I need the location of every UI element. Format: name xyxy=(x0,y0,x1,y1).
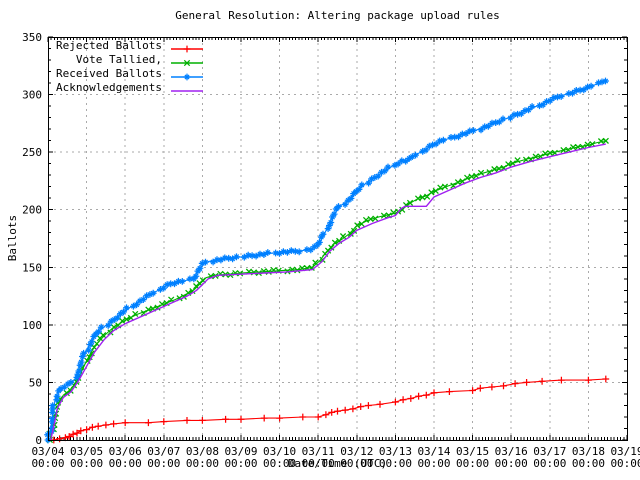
svg-text:03/05: 03/05 xyxy=(70,445,103,458)
legend: Rejected Ballots Vote Tallied, Received … xyxy=(50,39,204,95)
x-axis-label: Date/Time (UTC) xyxy=(287,457,388,470)
x-tick-labels: 03/0400:0003/0500:0003/0600:0003/0700:00… xyxy=(31,445,640,470)
svg-text:00:00: 00:00 xyxy=(417,457,450,470)
svg-text:03/15: 03/15 xyxy=(456,445,489,458)
series-line-rejected-ballots xyxy=(53,378,606,441)
series-line-acknowledgements xyxy=(50,143,606,441)
svg-text:250: 250 xyxy=(22,146,42,159)
svg-text:00:00: 00:00 xyxy=(340,457,373,470)
svg-text:00:00: 00:00 xyxy=(572,457,605,470)
svg-text:03/06: 03/06 xyxy=(109,445,142,458)
svg-text:00:00: 00:00 xyxy=(263,457,296,470)
svg-text:03/17: 03/17 xyxy=(533,445,566,458)
svg-text:200: 200 xyxy=(22,204,42,217)
legend-sample-line xyxy=(170,40,204,53)
svg-text:350: 350 xyxy=(22,31,42,44)
legend-item-received-ballots: Received Ballots xyxy=(50,67,204,81)
series-markers-vote-tallied xyxy=(46,137,609,444)
legend-item-label: Received Ballots xyxy=(56,67,162,80)
svg-text:00:00: 00:00 xyxy=(70,457,103,470)
legend-sample-line xyxy=(170,82,204,94)
svg-text:00:00: 00:00 xyxy=(147,457,180,470)
svg-text:50: 50 xyxy=(29,376,42,389)
svg-text:00:00: 00:00 xyxy=(533,457,566,470)
legend-item-label: Vote Tallied, xyxy=(75,53,162,66)
svg-text:00:00: 00:00 xyxy=(456,457,489,470)
svg-text:00:00: 00:00 xyxy=(224,457,257,470)
svg-text:00:00: 00:00 xyxy=(379,457,412,470)
svg-text:300: 300 xyxy=(22,89,42,102)
svg-text:03/18: 03/18 xyxy=(572,445,605,458)
legend-item-rejected-ballots: Rejected Ballots xyxy=(50,39,204,53)
svg-text:03/08: 03/08 xyxy=(186,445,219,458)
svg-text:00:00: 00:00 xyxy=(302,457,335,470)
svg-text:03/12: 03/12 xyxy=(340,445,373,458)
svg-text:0: 0 xyxy=(35,434,42,447)
svg-text:03/16: 03/16 xyxy=(495,445,528,458)
svg-text:100: 100 xyxy=(22,319,42,332)
plot-border xyxy=(48,37,628,441)
series-line-vote-tallied xyxy=(49,140,606,441)
svg-text:00:00: 00:00 xyxy=(186,457,219,470)
series-markers-received-ballots xyxy=(44,77,609,444)
svg-text:00:00: 00:00 xyxy=(495,457,528,470)
svg-text:00:00: 00:00 xyxy=(610,457,640,470)
svg-text:03/07: 03/07 xyxy=(147,445,180,458)
y-axis-label: Ballots xyxy=(6,214,19,262)
series-line-received-ballots xyxy=(47,79,607,441)
svg-text:03/09: 03/09 xyxy=(224,445,257,458)
legend-item-label: Acknowledgements xyxy=(56,81,162,94)
legend-item-vote-tallied: Vote Tallied, xyxy=(50,53,204,67)
svg-text:150: 150 xyxy=(22,261,42,274)
svg-text:03/14: 03/14 xyxy=(417,445,450,458)
svg-text:03/04: 03/04 xyxy=(31,445,64,458)
y-tick-labels: 0 50 100 150 200 250 300 350 xyxy=(22,31,42,447)
svg-text:03/10: 03/10 xyxy=(263,445,296,458)
series-markers-rejected-ballots xyxy=(50,375,610,444)
legend-item-label: Rejected Ballots xyxy=(56,39,162,52)
legend-sample-line xyxy=(170,54,204,67)
svg-text:00:00: 00:00 xyxy=(31,457,64,470)
chart-title: General Resolution: Altering package upl… xyxy=(175,9,500,22)
svg-text:03/19: 03/19 xyxy=(610,445,640,458)
svg-text:00:00: 00:00 xyxy=(109,457,142,470)
svg-text:03/11: 03/11 xyxy=(302,445,335,458)
legend-item-acknowledgements: Acknowledgements xyxy=(50,81,204,95)
svg-text:03/13: 03/13 xyxy=(379,445,412,458)
legend-sample-line xyxy=(170,68,204,81)
